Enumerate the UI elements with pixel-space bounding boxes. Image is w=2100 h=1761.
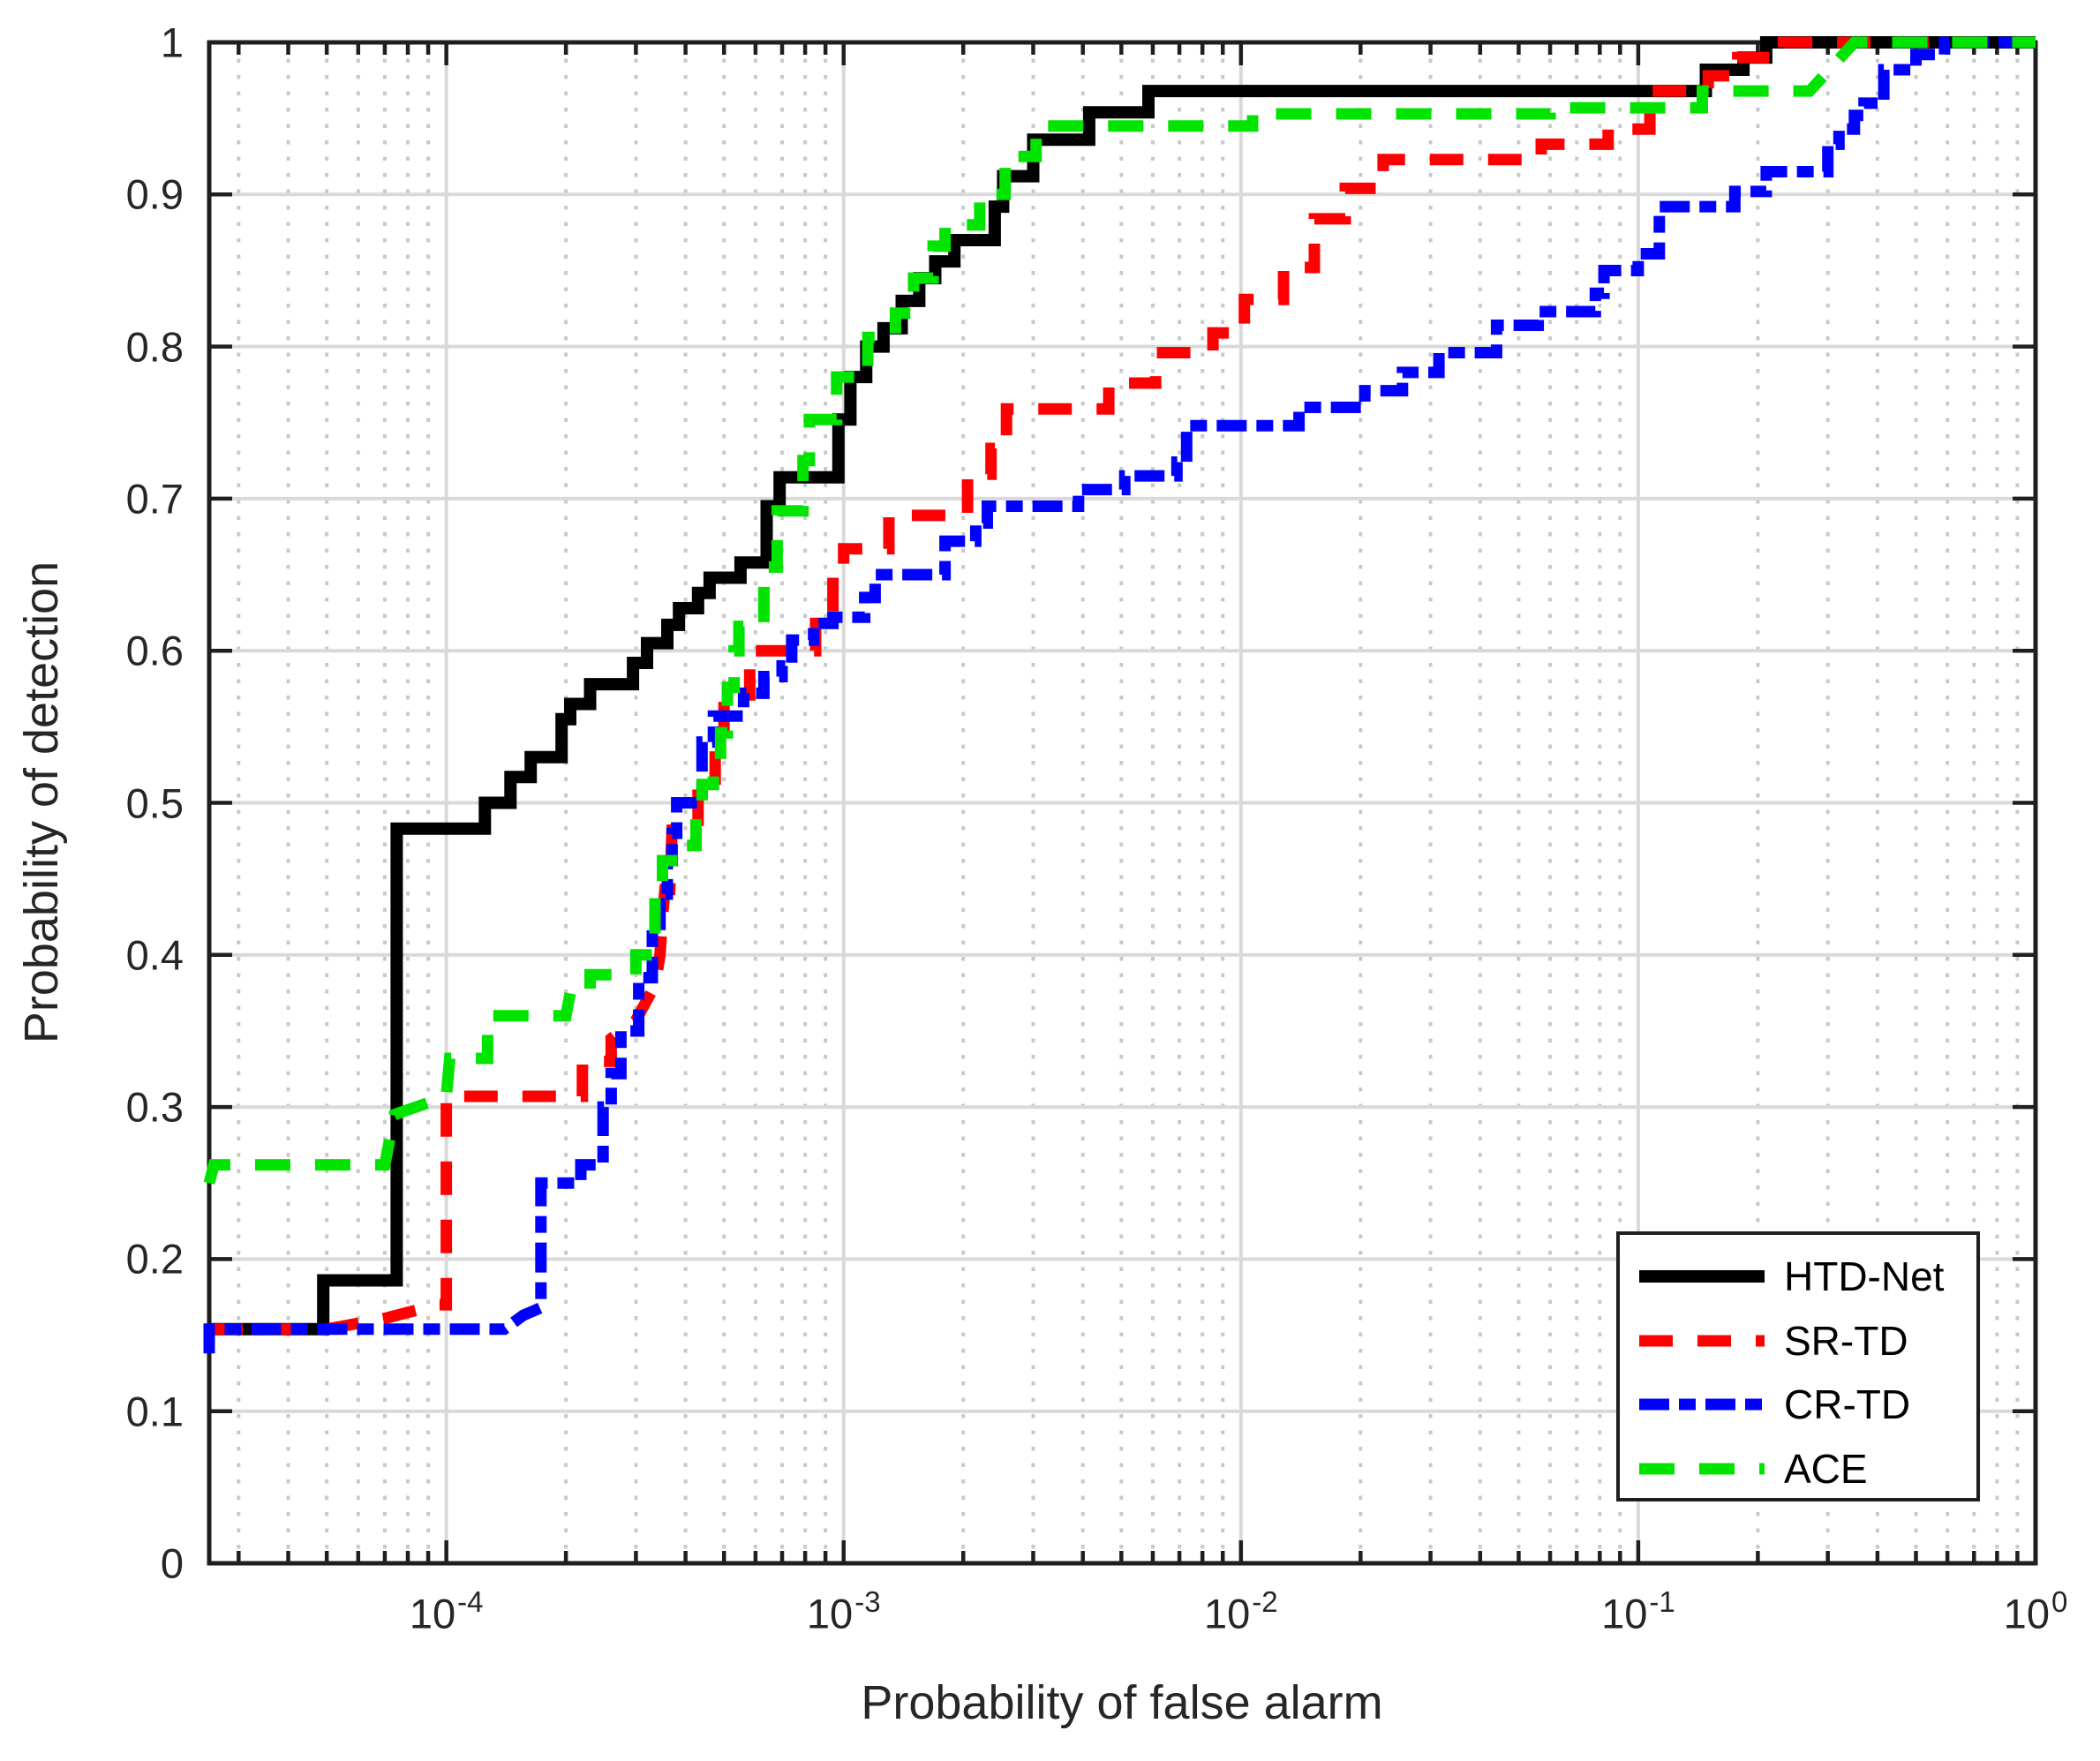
legend-item-label: ACE bbox=[1784, 1445, 1868, 1492]
legend-line-sample bbox=[1639, 1335, 1765, 1346]
curve-HTD-Net bbox=[209, 36, 2036, 1336]
legend-item-label: CR-TD bbox=[1784, 1381, 1911, 1427]
y-tick-label: 0 bbox=[160, 1539, 184, 1587]
y-tick-label: 0.6 bbox=[125, 627, 184, 674]
curve-SR-TD bbox=[209, 36, 2036, 1336]
x-tick-label: 10-2 bbox=[1204, 1585, 1278, 1637]
curve-ACE bbox=[203, 36, 2036, 1185]
y-tick-label: 0.4 bbox=[125, 931, 184, 979]
y-tick-label: 0.7 bbox=[125, 475, 184, 523]
legend-line-sample bbox=[1639, 1398, 1765, 1411]
y-tick-label: 0.1 bbox=[125, 1388, 184, 1435]
legend-item-cr-td: CR-TD bbox=[1639, 1384, 1910, 1425]
y-tick-label: 0.2 bbox=[125, 1235, 184, 1283]
legend-item-label: SR-TD bbox=[1784, 1317, 1908, 1364]
legend-item-htd-net: HTD-Net bbox=[1639, 1256, 1944, 1297]
legend-item-sr-td: SR-TD bbox=[1639, 1321, 1908, 1361]
legend-item-ace: ACE bbox=[1639, 1449, 1868, 1489]
x-tick-label: 10-1 bbox=[1601, 1585, 1675, 1637]
y-tick-label: 1 bbox=[160, 19, 184, 66]
y-tick-label: 0.8 bbox=[125, 323, 184, 371]
curve-CR-TD bbox=[203, 36, 2036, 1354]
y-tick-label: 0.5 bbox=[125, 779, 184, 826]
y-tick-label: 0.9 bbox=[125, 170, 184, 218]
legend-line-sample bbox=[1639, 1463, 1765, 1474]
x-axis-label: Probability of false alarm bbox=[861, 1676, 1383, 1729]
legend: HTD-Net SR-TD CR-TD ACE bbox=[1616, 1231, 1980, 1501]
x-tick-label: 10-4 bbox=[409, 1585, 484, 1637]
legend-line-sample bbox=[1639, 1270, 1765, 1283]
legend-item-label: HTD-Net bbox=[1784, 1253, 1945, 1299]
y-tick-label: 0.3 bbox=[125, 1083, 184, 1131]
x-tick-label: 100 bbox=[2003, 1585, 2068, 1637]
x-tick-label: 10-3 bbox=[806, 1585, 881, 1637]
